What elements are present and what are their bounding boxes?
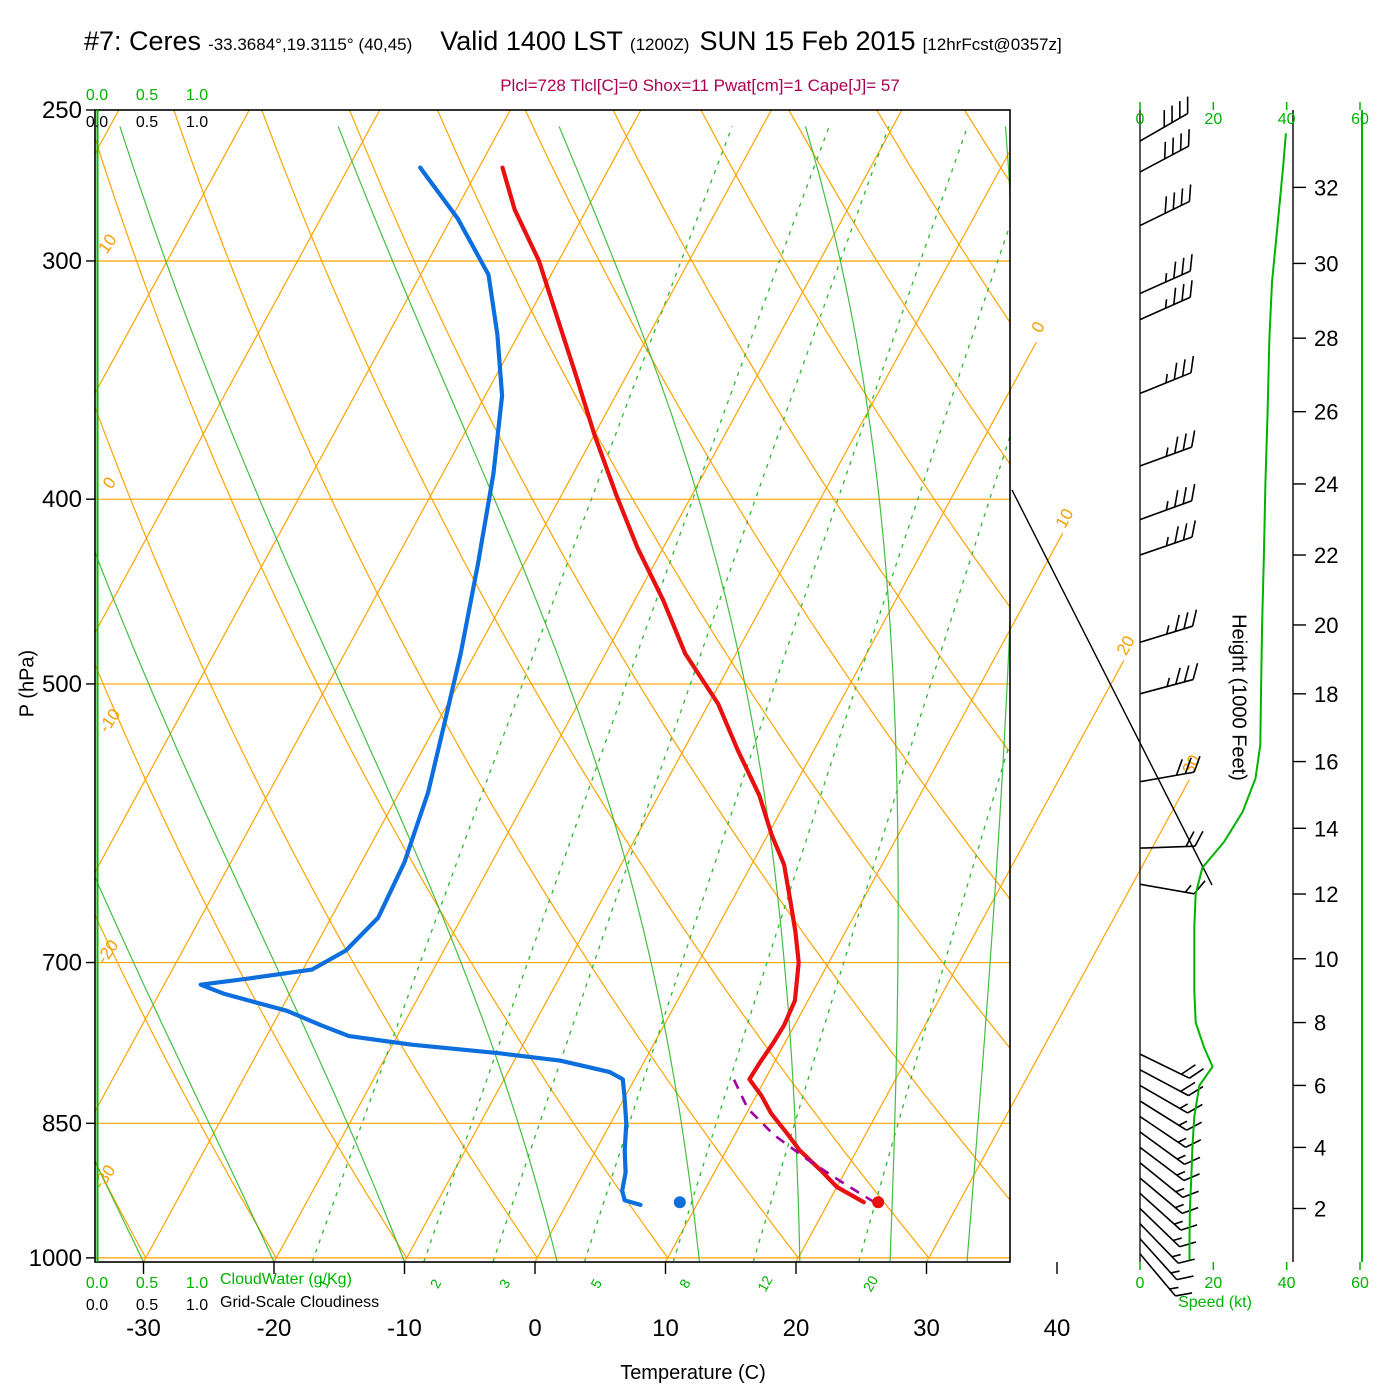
svg-text:60: 60 (1351, 111, 1369, 128)
svg-text:0.0: 0.0 (86, 1297, 108, 1314)
svg-text:0: 0 (1136, 1275, 1145, 1292)
cloudiness-axis-label: Grid-Scale Cloudiness (220, 1294, 380, 1311)
svg-text:10: 10 (652, 1315, 679, 1342)
svg-text:-30: -30 (90, 1161, 120, 1192)
svg-text:30: 30 (1314, 251, 1338, 276)
temperature-axis-label: Temperature (C) (620, 1362, 766, 1384)
svg-text:6: 6 (1314, 1073, 1326, 1098)
mixing-ratio-labels: 1 2 3 5 8 12 20 (315, 1273, 881, 1295)
svg-text:400: 400 (42, 486, 82, 513)
svg-text:1.0: 1.0 (186, 114, 208, 131)
svg-text:3: 3 (496, 1276, 514, 1291)
svg-text:18: 18 (1314, 682, 1338, 707)
stability-indices: Plcl=728 Tlcl[C]=0 Shox=11 Pwat[cm]=1 Ca… (500, 76, 900, 95)
svg-text:8: 8 (676, 1276, 694, 1291)
svg-text:0.5: 0.5 (136, 1275, 158, 1292)
svg-text:4: 4 (1314, 1135, 1326, 1160)
svg-text:0.0: 0.0 (86, 114, 108, 131)
svg-text:30: 30 (913, 1315, 940, 1342)
svg-text:1000: 1000 (29, 1245, 82, 1272)
svg-text:250: 250 (42, 97, 82, 124)
surface-temp-dot (872, 1196, 885, 1209)
svg-text:20: 20 (1314, 613, 1338, 638)
svg-text:-10: -10 (387, 1315, 422, 1342)
svg-text:16: 16 (1314, 750, 1338, 775)
svg-text:40: 40 (1278, 1275, 1296, 1292)
svg-text:0: 0 (99, 474, 120, 493)
svg-text:40: 40 (1278, 111, 1296, 128)
svg-text:0: 0 (1028, 318, 1049, 335)
svg-text:0.5: 0.5 (136, 87, 158, 104)
svg-text:850: 850 (42, 1110, 82, 1137)
speed-axis-label: Speed (kt) (1178, 1294, 1252, 1311)
pressure-axis-label: P (hPa) (16, 649, 39, 718)
plot-border (94, 109, 1011, 1263)
svg-text:32: 32 (1314, 175, 1338, 200)
svg-text:300: 300 (42, 248, 82, 275)
surface-dewpoint-dot (673, 1196, 686, 1209)
svg-text:2: 2 (427, 1276, 445, 1291)
svg-text:700: 700 (42, 950, 82, 977)
grid-green (95, 126, 1010, 1262)
svg-text:0.0: 0.0 (86, 87, 108, 104)
svg-text:-10: -10 (95, 705, 125, 736)
height-axis-label: Height (1000 Feet) (1227, 614, 1250, 781)
svg-text:12: 12 (1314, 882, 1338, 907)
svg-text:0.5: 0.5 (136, 114, 158, 131)
svg-text:60: 60 (1351, 1275, 1369, 1292)
svg-text:28: 28 (1314, 326, 1338, 351)
station-title: #7: Ceres (84, 26, 202, 56)
svg-text:500: 500 (42, 671, 82, 698)
station-coords: -33.3684°,19.3115° (40,45) (208, 35, 413, 54)
sounding-profiles (198, 165, 875, 1208)
svg-text:20: 20 (1204, 1275, 1222, 1292)
chart-header: #7: Ceres -33.3684°,19.3115° (40,45) Val… (84, 26, 1384, 57)
svg-text:10: 10 (1314, 947, 1338, 972)
svg-text:0.5: 0.5 (136, 1297, 158, 1314)
svg-text:24: 24 (1314, 472, 1338, 497)
cloudwater-axis-label: CloudWater (g/Kg) (220, 1271, 352, 1288)
svg-text:0.0: 0.0 (86, 1275, 108, 1292)
valid-date: SUN 15 Feb 2015 (699, 26, 916, 56)
svg-text:20: 20 (1204, 111, 1222, 128)
svg-text:14: 14 (1314, 816, 1338, 841)
svg-text:-30: -30 (126, 1315, 161, 1342)
svg-text:12: 12 (754, 1273, 776, 1295)
svg-text:22: 22 (1314, 543, 1338, 568)
svg-text:26: 26 (1314, 400, 1338, 425)
svg-text:20: 20 (1113, 633, 1139, 659)
grid-orange (95, 110, 1010, 1262)
svg-text:0: 0 (528, 1315, 541, 1342)
svg-text:1.0: 1.0 (186, 87, 208, 104)
svg-text:8: 8 (1314, 1011, 1326, 1036)
svg-text:5: 5 (587, 1276, 605, 1291)
valid-time: Valid 1400 LST (440, 26, 623, 56)
surface-dots (673, 1196, 885, 1209)
valid-zulu: (1200Z) (629, 35, 690, 54)
svg-text:2: 2 (1314, 1197, 1326, 1222)
svg-text:10: 10 (1052, 505, 1078, 531)
svg-text:40: 40 (1044, 1315, 1071, 1342)
svg-text:0: 0 (1136, 111, 1145, 128)
svg-text:1.0: 1.0 (186, 1275, 208, 1292)
svg-text:20: 20 (783, 1315, 810, 1342)
wind-panel (1139, 96, 1363, 1297)
svg-text:-20: -20 (257, 1315, 292, 1342)
forecast-info: [12hrFcst@0357z] (922, 35, 1062, 54)
svg-text:20: 20 (860, 1273, 882, 1295)
svg-text:1.0: 1.0 (186, 1297, 208, 1314)
